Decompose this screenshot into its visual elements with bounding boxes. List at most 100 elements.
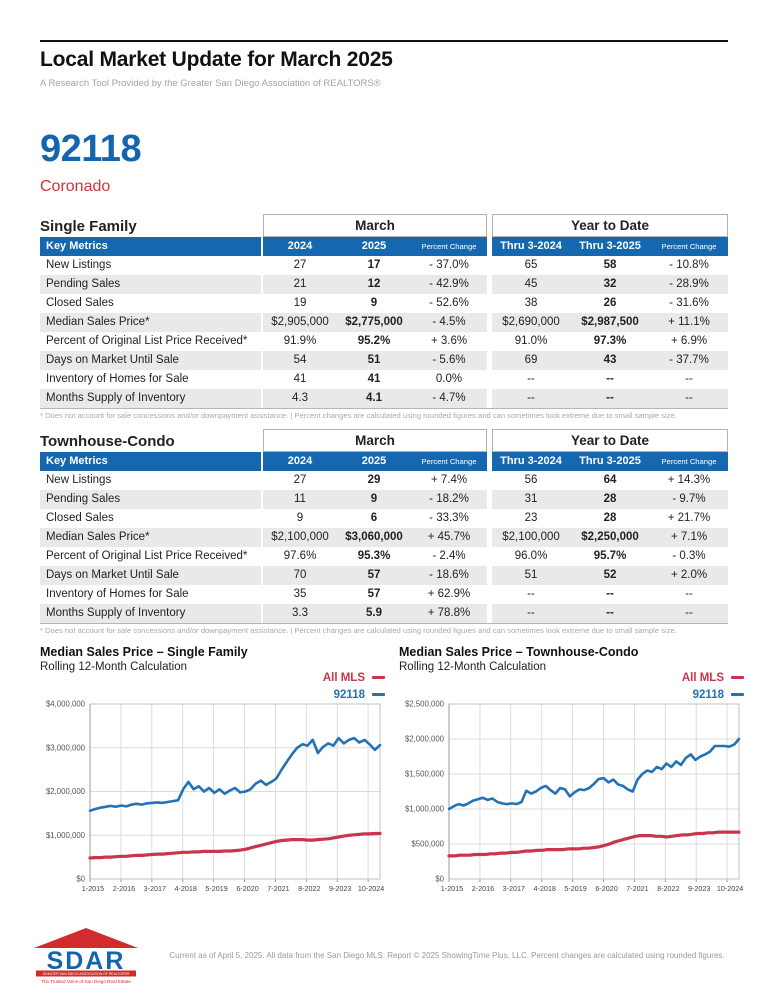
area-name: Coronado — [40, 178, 111, 195]
chart-title: Median Sales Price – Single Family — [40, 645, 248, 659]
logo-text: SDAR — [47, 947, 126, 975]
metric-value: - 9.7% — [650, 490, 728, 509]
metric-value: 97.6% — [261, 547, 337, 566]
column-header: 2024 — [261, 237, 337, 256]
townhouse-condo-table: Townhouse-Condo March Year to Date Key Metr… — [40, 429, 728, 624]
metric-value: 9 — [261, 509, 337, 528]
metric-value: 43 — [570, 351, 650, 370]
metric-value: - 18.2% — [411, 490, 487, 509]
metric-label: Days on Market Until Sale — [40, 351, 261, 370]
metric-value: 21 — [261, 275, 337, 294]
metric-value: -- — [492, 585, 570, 604]
metric-value: 65 — [492, 256, 570, 275]
metric-value: 4.1 — [337, 389, 411, 408]
metric-value: 57 — [337, 566, 411, 585]
metric-value: - 10.8% — [650, 256, 728, 275]
chart-subtitle: Rolling 12-Month Calculation — [40, 661, 188, 673]
metric-value: 41 — [261, 370, 337, 389]
svg-text:5-2019: 5-2019 — [205, 884, 227, 893]
legend-line-swatch — [372, 693, 385, 697]
metric-value: 70 — [261, 566, 337, 585]
metric-label: Pending Sales — [40, 490, 261, 509]
metric-label: Closed Sales — [40, 294, 261, 313]
svg-text:4-2018: 4-2018 — [534, 884, 556, 893]
metric-label: New Listings — [40, 471, 261, 490]
svg-text:2-2016: 2-2016 — [113, 884, 135, 893]
metric-value: 95.2% — [337, 332, 411, 351]
group-header-ytd: Year to Date — [492, 429, 728, 452]
metric-value: 51 — [492, 566, 570, 585]
column-header: 2024 — [261, 452, 337, 471]
table-row: Median Sales Price* $2,905,000 $2,775,000-… — [40, 313, 728, 332]
header-rule — [40, 40, 728, 42]
metric-value: 0.0% — [411, 370, 487, 389]
svg-text:6-2020: 6-2020 — [595, 884, 617, 893]
metric-value: 35 — [261, 585, 337, 604]
metric-value: + 6.9% — [650, 332, 728, 351]
metric-value: -- — [570, 370, 650, 389]
metric-value: - 52.6% — [411, 294, 487, 313]
metric-value: 4.3 — [261, 389, 337, 408]
logo-bar — [36, 970, 136, 977]
metric-value: 19 — [261, 294, 337, 313]
column-header: Thru 3-2025 — [570, 237, 650, 256]
metric-value: 17 — [337, 256, 411, 275]
metric-value: - 37.7% — [650, 351, 728, 370]
metric-value: 57 — [337, 585, 411, 604]
section-title: Single Family — [40, 218, 137, 235]
svg-text:9-2023: 9-2023 — [329, 884, 351, 893]
metric-value: 96.0% — [492, 547, 570, 566]
report-subtitle: A Research Tool Provided by the Greater … — [40, 78, 381, 89]
logo-tagline: The Trusted Voice of San Diego Real Esta… — [41, 979, 131, 984]
metric-label: Pending Sales — [40, 275, 261, 294]
metric-value: 41 — [337, 370, 411, 389]
legend-line-swatch — [731, 693, 744, 697]
table-row: New Listings 27 29 + 7.4% 56 64 + 14.3% — [40, 471, 728, 490]
svg-text:$2,000,000: $2,000,000 — [405, 735, 445, 744]
metric-value: $2,690,000 — [492, 313, 570, 332]
metric-value: 28 — [570, 509, 650, 528]
group-header-march: March — [263, 214, 487, 237]
svg-text:$3,000,000: $3,000,000 — [46, 743, 86, 752]
metric-value: -- — [570, 389, 650, 408]
table-row: Median Sales Price* $2,100,000 $3,060,000 +… — [40, 528, 728, 547]
metric-value: + 21.7% — [650, 509, 728, 528]
metric-value: 23 — [492, 509, 570, 528]
metric-value: 11 — [261, 490, 337, 509]
table-row: Months Supply of Inventory 4.3 4.1- 4.7% --… — [40, 389, 728, 408]
metric-value: $2,100,000 — [261, 528, 337, 547]
metric-value: 32 — [570, 275, 650, 294]
footer-note: Current as of April 5, 2025. All data fr… — [169, 950, 725, 960]
sdar-logo: SDAR GREATER SAN DIEGO ASSOCIATION OF RE… — [34, 928, 138, 984]
table-row: Inventory of Homes for Sale 35 57 + 62.9% --… — [40, 585, 728, 604]
metric-value: -- — [492, 389, 570, 408]
zip-code: 92118 — [40, 128, 142, 170]
legend-line-swatch — [372, 676, 385, 680]
table-row: Months Supply of Inventory 3.3 5.9 + 78.8% -… — [40, 604, 728, 623]
column-header: 2025 — [337, 452, 411, 471]
metric-value: 6 — [337, 509, 411, 528]
svg-text:$1,000,000: $1,000,000 — [405, 805, 445, 814]
column-header: Key Metrics — [40, 452, 261, 471]
metric-value: 91.9% — [261, 332, 337, 351]
table-row: Percent of Original List Price Received*… — [40, 332, 728, 351]
metric-value: 27 — [261, 256, 337, 275]
metric-value: 12 — [337, 275, 411, 294]
column-header: 2025 — [337, 237, 411, 256]
svg-text:5-2019: 5-2019 — [564, 884, 586, 893]
metric-value: - 37.0% — [411, 256, 487, 275]
metric-value: -- — [570, 585, 650, 604]
metric-value: 95.7% — [570, 547, 650, 566]
metric-value: 28 — [570, 490, 650, 509]
metric-value: + 14.3% — [650, 471, 728, 490]
svg-text:8-2022: 8-2022 — [657, 884, 679, 893]
metric-value: 31 — [492, 490, 570, 509]
svg-text:7-2021: 7-2021 — [626, 884, 648, 893]
metric-value: $2,905,000 — [261, 313, 337, 332]
legend-entry: 92118 — [682, 687, 744, 704]
metric-value: 58 — [570, 256, 650, 275]
line-chart: $0 $1,000,000 $2,000,000 $3,000,000 $4,000,0… — [46, 700, 384, 893]
metric-value: $2,775,000 — [337, 313, 411, 332]
metric-value: -- — [492, 604, 570, 623]
chart-subtitle: Rolling 12-Month Calculation — [399, 661, 547, 673]
